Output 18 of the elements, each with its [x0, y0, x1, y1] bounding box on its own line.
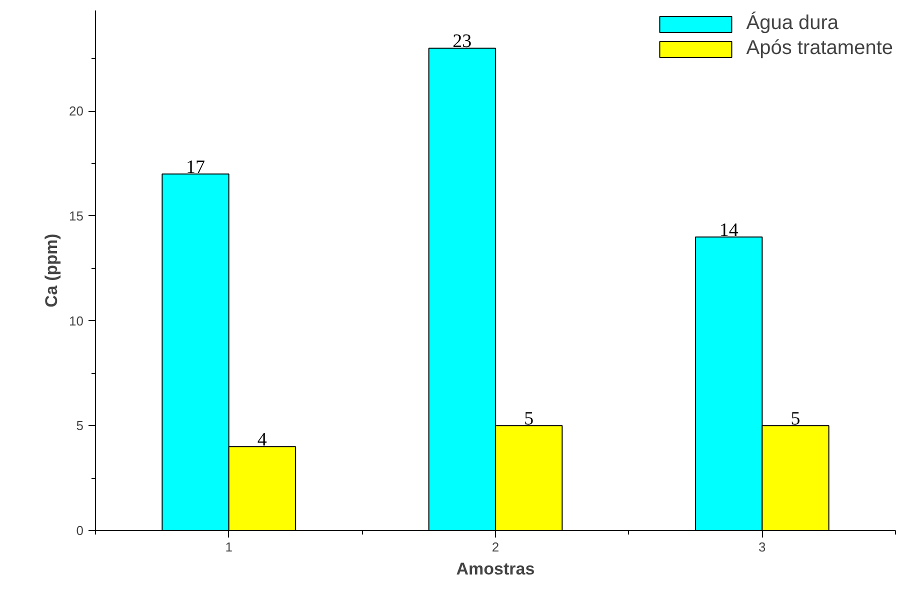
- y-tick-label: 20: [69, 104, 84, 119]
- x-tick-label: 2: [492, 540, 500, 554]
- x-tick-label: 3: [758, 540, 766, 554]
- y-tick-label: 15: [69, 208, 84, 224]
- legend-label: Água dura: [746, 12, 839, 35]
- x-axis-title: Amostras: [456, 560, 535, 578]
- data-label: 14: [719, 220, 739, 241]
- y-axis-title: Ca (ppm): [42, 234, 62, 308]
- y-tick-label: 5: [76, 418, 84, 434]
- y-tick-label: 10: [69, 313, 84, 328]
- data-label: 4: [257, 430, 268, 451]
- x-tick-label: 1: [225, 540, 232, 554]
- legend-label: Após tratamente: [746, 37, 893, 60]
- data-label: 5: [790, 408, 800, 430]
- data-label: 17: [186, 157, 205, 178]
- y-tick-label: 0: [76, 523, 84, 538]
- data-label: 5: [524, 408, 534, 430]
- data-label: 23: [452, 31, 472, 52]
